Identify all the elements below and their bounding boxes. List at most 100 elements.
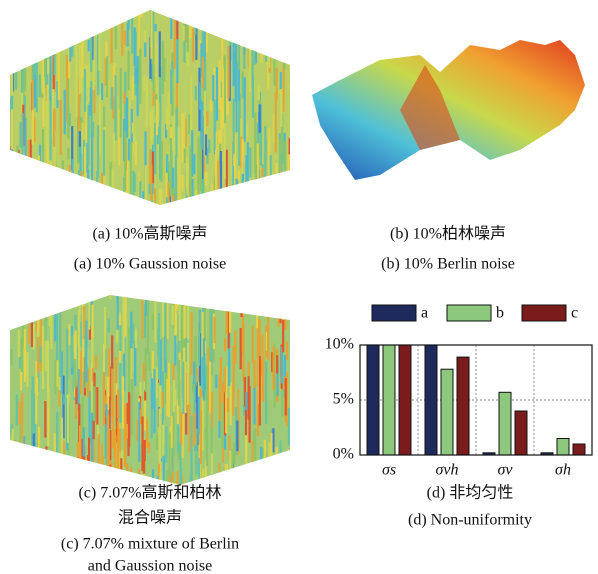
- noise-strip: [249, 38, 251, 92]
- noise-strip: [215, 375, 217, 388]
- noise-strip: [12, 467, 14, 501]
- bar: [367, 345, 379, 455]
- noise-strip: [256, 307, 258, 328]
- bar: [515, 411, 527, 455]
- noise-strip: [284, 141, 286, 192]
- noise-strip: [38, 156, 40, 201]
- noise-strip: [210, 100, 212, 112]
- noise-strip: [122, 376, 124, 428]
- noise-strip: [84, 69, 86, 112]
- noise-strip: [283, 44, 285, 55]
- noise-strip: [141, 417, 143, 472]
- noise-strip: [159, 189, 161, 257]
- noise-strip: [226, 305, 228, 335]
- noise-strip: [274, 179, 276, 233]
- noise-strip: [128, 395, 130, 438]
- noise-strip: [32, 52, 34, 118]
- noise-strip: [33, 457, 35, 503]
- noise-strip: [33, 434, 35, 452]
- noise-strip: [290, 65, 292, 86]
- noise-strip: [251, 441, 253, 510]
- noise-strip: [230, 382, 232, 425]
- noise-strip: [268, 42, 270, 68]
- noise-strip: [44, 401, 46, 438]
- noise-strip: [84, 147, 86, 211]
- y-tick-label: 10%: [325, 336, 354, 353]
- noise-strip: [95, 356, 97, 370]
- noise-strip: [13, 191, 15, 241]
- legend-swatch: [372, 305, 416, 321]
- noise-strip: [134, 68, 136, 84]
- noise-strip: [12, 429, 14, 465]
- noise-strip: [211, 445, 213, 515]
- noise-strip: [139, 49, 141, 104]
- noise-strip: [77, 442, 79, 457]
- noise-strip: [176, 35, 178, 83]
- caption: (c) 7.07% mixture of Berlin: [61, 536, 239, 553]
- noise-strip: [18, 150, 20, 200]
- noise-strip: [44, 166, 46, 199]
- noise-strip: [38, 160, 40, 193]
- noise-strip: [264, 440, 266, 499]
- noise-strip: [260, 17, 262, 47]
- noise-strip: [61, 418, 63, 453]
- noise-strip: [53, 112, 55, 147]
- noise-strip: [188, 404, 190, 452]
- noise-strip: [202, 179, 204, 202]
- noise-strip: [182, 113, 184, 163]
- noise-strip: [115, 75, 117, 140]
- noise-strip: [265, 5, 267, 62]
- noise-strip: [272, 428, 274, 452]
- noise-strip: [77, 181, 79, 194]
- caption: 混合噪声: [118, 509, 182, 527]
- noise-strip: [128, 51, 130, 91]
- noise-strip: [69, 191, 71, 207]
- noise-strip: [279, 176, 281, 239]
- noise-strip: [54, 360, 56, 395]
- noise-strip: [264, 126, 266, 184]
- noise-strip: [55, 178, 57, 198]
- noise-strip: [182, 362, 184, 414]
- noise-strip: [12, 306, 14, 321]
- noise-strip: [273, 346, 275, 390]
- noise-strip: [172, 305, 174, 325]
- noise-strip: [124, 404, 126, 467]
- noise-strip: [39, 145, 41, 204]
- noise-strip: [140, 0, 142, 17]
- berlin-noise-image: [312, 40, 585, 180]
- noise-strip: [178, 127, 180, 170]
- noise-strip: [176, 294, 178, 309]
- noise-strip: [280, 164, 282, 232]
- noise-strip: [206, 18, 208, 53]
- noise-strip: [111, 381, 113, 417]
- noise-strip: [222, 69, 224, 128]
- noise-strip: [28, 300, 30, 344]
- noise-strip: [246, 124, 248, 141]
- noise-strip: [56, 412, 58, 461]
- noise-strip: [147, 290, 149, 354]
- noise-strip: [220, 151, 222, 220]
- noise-strip: [24, 439, 26, 483]
- noise-strip: [209, 362, 211, 380]
- noise-strip: [193, 362, 195, 385]
- noise-strip: [275, 38, 277, 56]
- noise-strip: [273, 32, 275, 86]
- noise-strip: [217, 161, 219, 213]
- noise-strip: [181, 329, 183, 357]
- noise-strip: [47, 341, 49, 407]
- noise-strip: [245, 392, 247, 410]
- noise-strip: [266, 184, 268, 197]
- noise-strip: [180, 412, 182, 444]
- noise-strip: [187, 295, 189, 339]
- noise-strip: [280, 440, 282, 501]
- noise-strip: [165, 427, 167, 463]
- noise-strip: [83, 306, 85, 339]
- noise-strip: [50, 99, 52, 160]
- noise-strip: [54, 165, 56, 231]
- noise-strip: [167, 182, 169, 225]
- noise-strip: [281, 177, 283, 236]
- caption: and Gaussion noise: [88, 558, 212, 574]
- noise-strip: [53, 199, 55, 252]
- noise-strip: [42, 195, 44, 264]
- noise-strip: [264, 30, 266, 53]
